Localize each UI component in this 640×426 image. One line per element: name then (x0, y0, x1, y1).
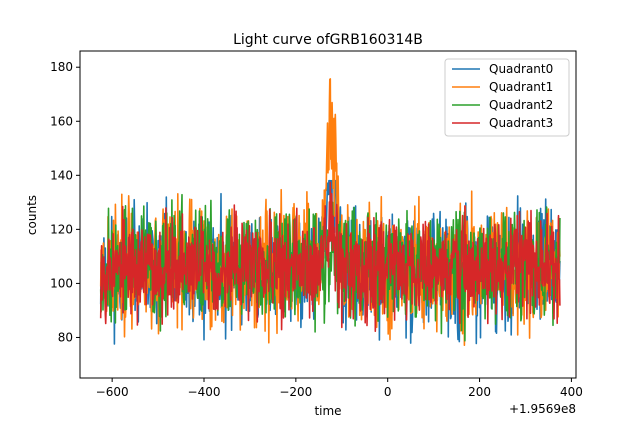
plot-frame (79, 50, 577, 379)
legend-label: Quadrant3 (489, 116, 553, 130)
y-tick-label: 160 (50, 114, 73, 128)
y-tick-label: 80 (58, 330, 73, 344)
legend-items: Quadrant0 Quadrant1 Quadrant2 Quadrant3 (452, 62, 553, 130)
legend-label: Quadrant0 (489, 62, 553, 76)
series-line-quadrant3 (99, 181, 561, 333)
y-tick-label: 180 (50, 60, 73, 74)
x-tick-label: −400 (188, 385, 221, 399)
legend-label: Quadrant2 (489, 98, 553, 112)
legend-label: Quadrant1 (489, 80, 553, 94)
y-tick-label: 140 (50, 168, 73, 182)
chart-title: Light curve ofGRB160314B (233, 32, 423, 48)
x-axis-label: time (314, 404, 341, 418)
y-tick-label: 100 (50, 276, 73, 290)
y-axis-label: counts (25, 195, 39, 235)
x-tick-label: 400 (560, 385, 583, 399)
legend: Quadrant0 Quadrant1 Quadrant2 Quadrant3 (444, 58, 570, 137)
x-axis-ticks: −600 −400 −200 0 200 400 (96, 378, 583, 399)
y-tick-label: 120 (50, 222, 73, 236)
y-axis-ticks: 80 100 120 140 160 180 (50, 60, 80, 344)
legend-box (444, 58, 570, 137)
x-tick-label: −600 (96, 385, 129, 399)
x-tick-label: 0 (384, 385, 392, 399)
x-axis-offset-label: +1.9569e8 (509, 402, 576, 416)
x-tick-label: −200 (279, 385, 312, 399)
series-layer (99, 78, 561, 347)
x-tick-label: 200 (468, 385, 491, 399)
